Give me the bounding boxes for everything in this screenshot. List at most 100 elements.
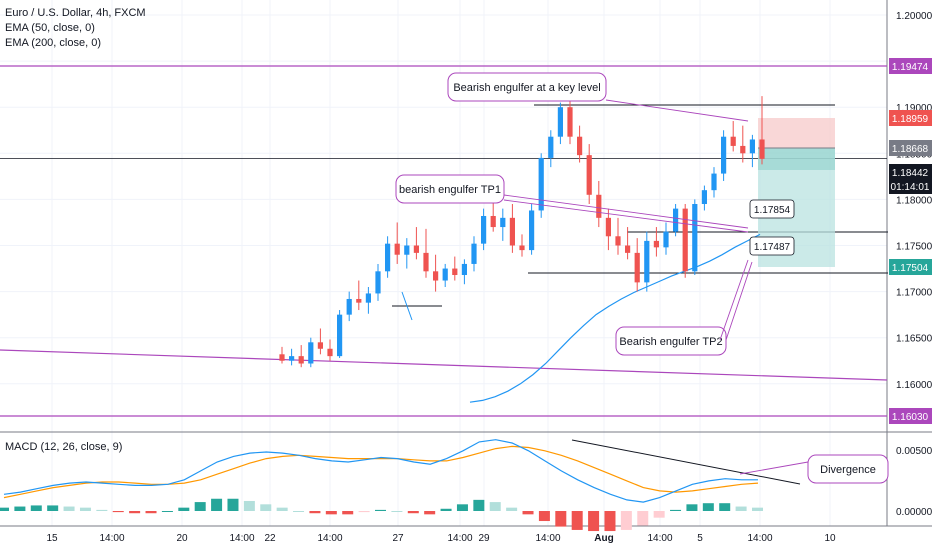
candle <box>567 99 573 145</box>
macd-histogram-bar <box>670 509 682 511</box>
candle <box>289 348 295 366</box>
annotation-connector <box>503 199 749 233</box>
macd-histogram-bar <box>555 511 567 527</box>
symbol-title[interactable]: Euro / U.S. Dollar, 4h, FXCM <box>5 7 146 19</box>
price-tick-label: 1.17000 <box>896 288 932 299</box>
candle-body <box>317 342 323 349</box>
macd-histogram-bar <box>375 509 386 511</box>
macd-histogram-bar <box>178 507 190 511</box>
macd-histogram-bar <box>637 511 649 526</box>
candle-body <box>375 271 381 294</box>
macd-histogram-bar <box>538 511 550 522</box>
macd-histogram-bar <box>211 498 223 511</box>
macd-histogram-bar <box>293 511 305 512</box>
macd-histogram-bar <box>456 504 468 511</box>
macd-histogram-bar <box>112 511 124 513</box>
candle <box>337 310 343 358</box>
candle-body <box>596 194 602 218</box>
divergence-connector <box>739 461 809 475</box>
annotation-tp2-text: Bearish engulfer TP2 <box>619 336 722 348</box>
price-label-bg <box>889 164 932 180</box>
macd-histogram-bar <box>342 511 354 515</box>
macd-histogram-bar <box>735 506 747 511</box>
macd-tick-label: 0.00000 <box>896 507 932 518</box>
price-tick-label: 1.20000 <box>896 11 932 22</box>
ema-curve <box>469 233 761 403</box>
candle <box>346 291 352 322</box>
ema200-legend[interactable]: EMA (200, close, 0) <box>5 37 101 49</box>
macd-histogram-bar <box>653 511 665 518</box>
price-label-text: 1.18442 <box>892 168 929 179</box>
time-tick-label: 14:00 <box>99 533 124 544</box>
candle-body <box>298 356 304 364</box>
candle <box>730 121 736 152</box>
trend-level-line <box>0 349 888 381</box>
candle-body <box>394 243 400 255</box>
macd-histogram-bar <box>145 511 157 514</box>
time-axis[interactable]: 15 14:00 20 14:00 22 14:00 27 14:00 29 14:00 Aug 14… <box>46 533 836 544</box>
candle-body <box>663 231 669 248</box>
time-tick-label: 27 <box>392 533 404 544</box>
candle <box>711 167 717 198</box>
candle <box>356 280 362 311</box>
price-label-bg <box>889 140 932 156</box>
macd-histogram-bar <box>604 511 616 532</box>
ema-line <box>469 233 761 403</box>
price-label-text: 1.18959 <box>892 114 929 125</box>
horizontal-levels <box>0 65 888 417</box>
macd-histogram-bar <box>96 509 108 511</box>
macd-histogram-bar <box>506 507 518 511</box>
price-tick-label: 1.16500 <box>896 334 932 345</box>
divergence-trendline <box>571 439 801 485</box>
annotation-connector <box>503 194 749 229</box>
annotation-tp1-text: bearish engulfer TP1 <box>399 184 501 196</box>
candle-body <box>548 136 554 158</box>
macd-histogram-bar <box>63 506 75 511</box>
candle-body <box>337 314 343 357</box>
macd-histogram-bar <box>30 505 42 511</box>
annotation-tp1: bearish engulfer TP1 <box>395 174 505 204</box>
price-axis[interactable]: 1.200001.195001.190001.185001.180001.175… <box>889 11 932 518</box>
annotations: Bearish engulfer at a key level bearish e… <box>395 72 889 484</box>
entry-zone <box>758 148 835 170</box>
macd-histogram-bar <box>686 504 698 511</box>
price-label-text: 1.19474 <box>892 62 929 73</box>
candle-body <box>433 271 439 281</box>
candle-body <box>404 245 410 255</box>
macd-histogram-bar <box>752 507 763 511</box>
candle <box>577 125 583 163</box>
annotation-divergence-box <box>807 454 889 484</box>
candle <box>663 222 669 255</box>
candle-body <box>385 243 391 272</box>
candle-body <box>653 240 659 248</box>
candle <box>548 130 554 168</box>
candle-body <box>365 293 371 303</box>
macd-histogram-bar <box>276 507 288 511</box>
candle <box>740 125 746 163</box>
price-label: 1.18442 <box>889 164 932 180</box>
ema50-legend[interactable]: EMA (50, close, 0) <box>5 22 95 34</box>
candle-body <box>701 190 707 205</box>
candle-body <box>557 107 563 137</box>
candle <box>452 256 458 281</box>
macd-histogram-bar <box>473 499 485 511</box>
time-tick-label: 20 <box>176 533 188 544</box>
time-tick-label: 14:00 <box>747 533 772 544</box>
candle-body <box>711 173 717 191</box>
candle-body <box>356 298 362 303</box>
tp2-price-label-text: 1.17487 <box>754 242 791 253</box>
candle-body <box>289 356 295 361</box>
candle <box>279 346 285 364</box>
candle-body <box>759 139 765 159</box>
macd-legend[interactable]: MACD (12, 26, close, 9) <box>5 441 123 453</box>
candle <box>605 208 611 251</box>
candle <box>394 222 400 264</box>
macd-histogram-bar <box>588 511 600 532</box>
candle <box>721 130 727 181</box>
candle <box>413 227 419 260</box>
macd-histogram-bar <box>47 505 59 511</box>
candle-body <box>605 217 611 237</box>
time-tick-label: 29 <box>478 533 490 544</box>
stop-loss-zone <box>758 118 835 148</box>
